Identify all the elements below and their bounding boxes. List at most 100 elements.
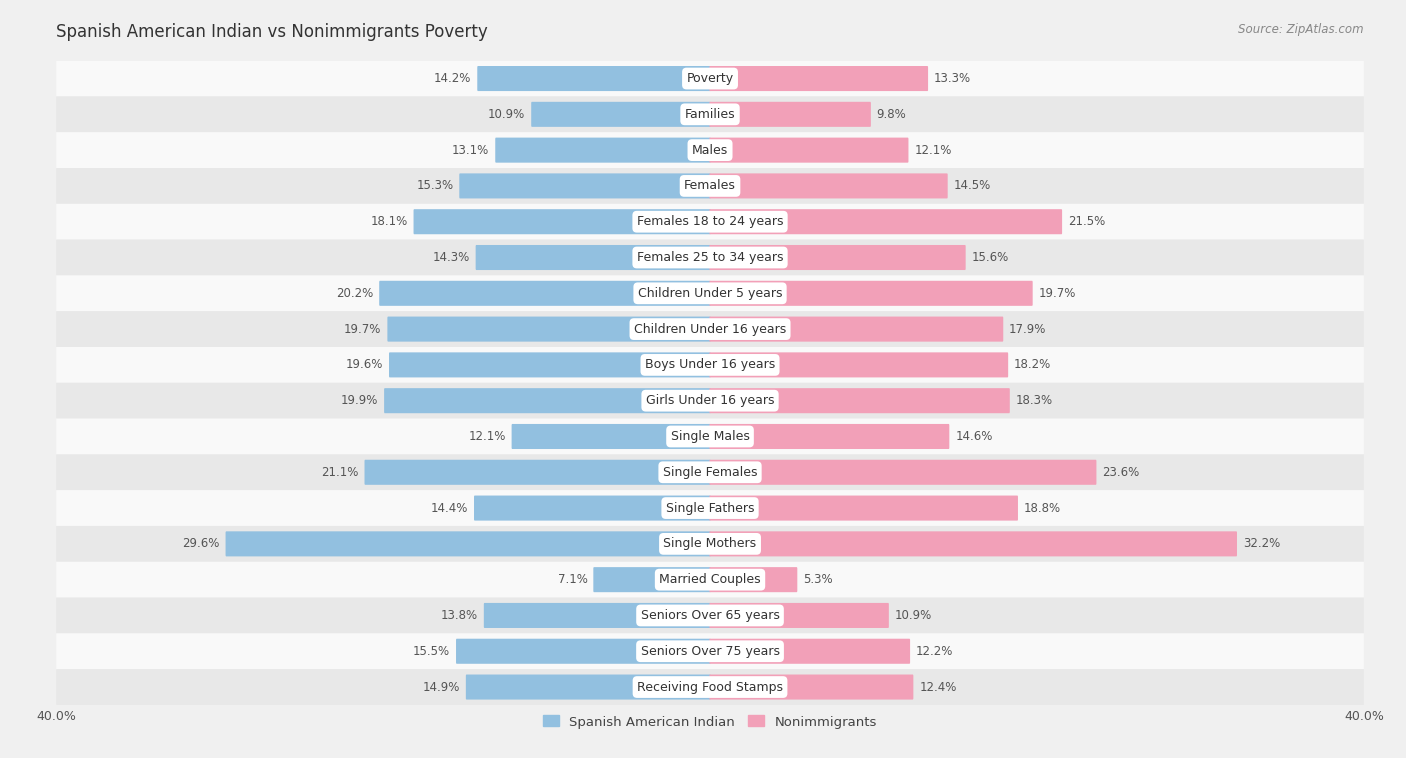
FancyBboxPatch shape	[56, 275, 1364, 312]
Text: 9.8%: 9.8%	[877, 108, 907, 121]
Text: Source: ZipAtlas.com: Source: ZipAtlas.com	[1239, 23, 1364, 36]
FancyBboxPatch shape	[710, 460, 1097, 485]
Text: Boys Under 16 years: Boys Under 16 years	[645, 359, 775, 371]
Text: Seniors Over 65 years: Seniors Over 65 years	[641, 609, 779, 622]
Text: Females: Females	[685, 180, 735, 193]
Text: 18.8%: 18.8%	[1024, 502, 1062, 515]
Text: 18.2%: 18.2%	[1014, 359, 1052, 371]
Text: 14.4%: 14.4%	[430, 502, 468, 515]
Text: Single Mothers: Single Mothers	[664, 537, 756, 550]
Text: 15.3%: 15.3%	[416, 180, 453, 193]
Text: 7.1%: 7.1%	[558, 573, 588, 586]
Text: Single Fathers: Single Fathers	[666, 502, 754, 515]
Text: 10.9%: 10.9%	[488, 108, 526, 121]
FancyBboxPatch shape	[460, 174, 710, 199]
FancyBboxPatch shape	[413, 209, 710, 234]
FancyBboxPatch shape	[710, 567, 797, 592]
FancyBboxPatch shape	[56, 669, 1364, 705]
Text: 19.7%: 19.7%	[344, 323, 381, 336]
Legend: Spanish American Indian, Nonimmigrants: Spanish American Indian, Nonimmigrants	[537, 710, 883, 734]
FancyBboxPatch shape	[380, 280, 710, 305]
FancyBboxPatch shape	[364, 460, 710, 485]
FancyBboxPatch shape	[477, 66, 710, 91]
Text: 12.1%: 12.1%	[914, 143, 952, 157]
FancyBboxPatch shape	[465, 675, 710, 700]
FancyBboxPatch shape	[593, 567, 710, 592]
Text: Seniors Over 75 years: Seniors Over 75 years	[641, 645, 779, 658]
Text: 19.9%: 19.9%	[340, 394, 378, 407]
Text: Females 18 to 24 years: Females 18 to 24 years	[637, 215, 783, 228]
FancyBboxPatch shape	[475, 245, 710, 270]
FancyBboxPatch shape	[56, 61, 1364, 96]
FancyBboxPatch shape	[710, 174, 948, 199]
FancyBboxPatch shape	[56, 240, 1364, 275]
Text: Spanish American Indian vs Nonimmigrants Poverty: Spanish American Indian vs Nonimmigrants…	[56, 23, 488, 41]
Text: 13.1%: 13.1%	[453, 143, 489, 157]
FancyBboxPatch shape	[384, 388, 710, 413]
Text: 23.6%: 23.6%	[1102, 465, 1139, 479]
FancyBboxPatch shape	[225, 531, 710, 556]
FancyBboxPatch shape	[710, 675, 914, 700]
Text: 17.9%: 17.9%	[1010, 323, 1046, 336]
FancyBboxPatch shape	[389, 352, 710, 377]
FancyBboxPatch shape	[56, 454, 1364, 490]
Text: 29.6%: 29.6%	[183, 537, 219, 550]
Text: 18.3%: 18.3%	[1015, 394, 1053, 407]
Text: 13.8%: 13.8%	[441, 609, 478, 622]
FancyBboxPatch shape	[56, 634, 1364, 669]
FancyBboxPatch shape	[710, 280, 1032, 305]
FancyBboxPatch shape	[710, 66, 928, 91]
FancyBboxPatch shape	[484, 603, 710, 628]
Text: Married Couples: Married Couples	[659, 573, 761, 586]
Text: 21.1%: 21.1%	[321, 465, 359, 479]
FancyBboxPatch shape	[710, 209, 1062, 234]
Text: 32.2%: 32.2%	[1243, 537, 1279, 550]
FancyBboxPatch shape	[495, 138, 710, 163]
Text: 12.2%: 12.2%	[915, 645, 953, 658]
FancyBboxPatch shape	[710, 639, 910, 664]
FancyBboxPatch shape	[388, 317, 710, 342]
FancyBboxPatch shape	[531, 102, 710, 127]
FancyBboxPatch shape	[56, 526, 1364, 562]
Text: 14.6%: 14.6%	[955, 430, 993, 443]
Text: 20.2%: 20.2%	[336, 287, 374, 300]
Text: 15.6%: 15.6%	[972, 251, 1008, 264]
Text: 5.3%: 5.3%	[803, 573, 832, 586]
Text: 14.3%: 14.3%	[433, 251, 470, 264]
Text: Poverty: Poverty	[686, 72, 734, 85]
Text: 10.9%: 10.9%	[894, 609, 932, 622]
Text: Single Females: Single Females	[662, 465, 758, 479]
FancyBboxPatch shape	[512, 424, 710, 449]
Text: 13.3%: 13.3%	[934, 72, 972, 85]
FancyBboxPatch shape	[710, 531, 1237, 556]
Text: 14.5%: 14.5%	[953, 180, 991, 193]
FancyBboxPatch shape	[710, 496, 1018, 521]
FancyBboxPatch shape	[456, 639, 710, 664]
Text: 14.2%: 14.2%	[434, 72, 471, 85]
Text: 19.6%: 19.6%	[346, 359, 382, 371]
FancyBboxPatch shape	[56, 347, 1364, 383]
Text: 18.1%: 18.1%	[370, 215, 408, 228]
Text: Receiving Food Stamps: Receiving Food Stamps	[637, 681, 783, 694]
FancyBboxPatch shape	[56, 490, 1364, 526]
Text: 21.5%: 21.5%	[1069, 215, 1105, 228]
FancyBboxPatch shape	[56, 312, 1364, 347]
Text: Children Under 5 years: Children Under 5 years	[638, 287, 782, 300]
Text: 12.1%: 12.1%	[468, 430, 506, 443]
FancyBboxPatch shape	[710, 388, 1010, 413]
FancyBboxPatch shape	[56, 96, 1364, 132]
FancyBboxPatch shape	[710, 245, 966, 270]
FancyBboxPatch shape	[56, 132, 1364, 168]
Text: Families: Families	[685, 108, 735, 121]
Text: Children Under 16 years: Children Under 16 years	[634, 323, 786, 336]
FancyBboxPatch shape	[710, 424, 949, 449]
Text: Single Males: Single Males	[671, 430, 749, 443]
FancyBboxPatch shape	[474, 496, 710, 521]
FancyBboxPatch shape	[710, 603, 889, 628]
FancyBboxPatch shape	[56, 418, 1364, 454]
Text: Girls Under 16 years: Girls Under 16 years	[645, 394, 775, 407]
Text: 15.5%: 15.5%	[413, 645, 450, 658]
FancyBboxPatch shape	[56, 383, 1364, 418]
FancyBboxPatch shape	[710, 102, 870, 127]
Text: Males: Males	[692, 143, 728, 157]
